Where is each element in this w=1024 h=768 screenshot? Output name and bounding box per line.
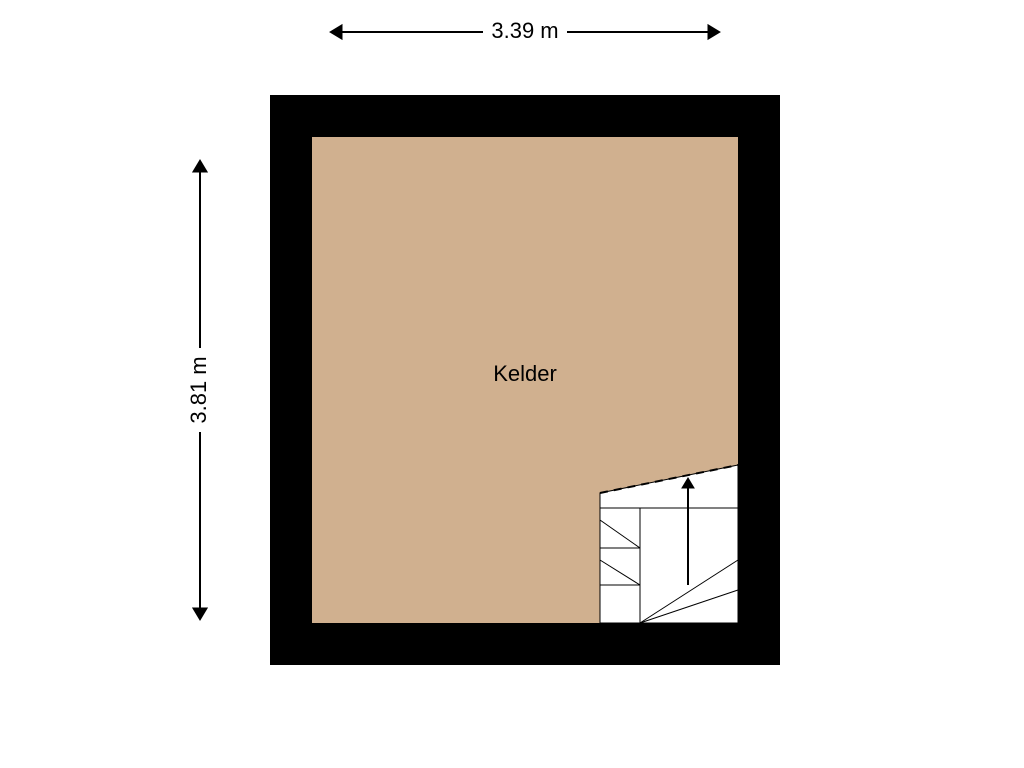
dim-width-label: 3.39 m (491, 18, 558, 43)
floorplan-canvas: Kelder 3.39 m 3.81 m (0, 0, 1024, 768)
room-label: Kelder (493, 361, 557, 386)
floorplan-svg: Kelder 3.39 m 3.81 m (0, 0, 1024, 768)
dim-height-label: 3.81 m (186, 356, 211, 423)
